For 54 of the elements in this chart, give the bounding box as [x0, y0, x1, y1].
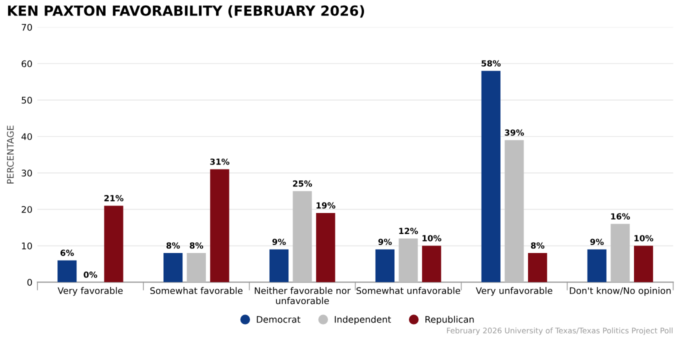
bar [398, 238, 418, 282]
bar [634, 246, 654, 282]
y-tick-label: 30 [22, 170, 32, 176]
y-tick-label: 10 [22, 242, 32, 250]
bar [104, 206, 124, 282]
bar [316, 212, 336, 282]
data-label: 9% [272, 238, 286, 246]
data-label: 31% [210, 158, 230, 165]
bar [210, 169, 230, 282]
bar [481, 70, 500, 282]
data-label: 10% [634, 235, 654, 242]
data-label: 8% [531, 242, 544, 249]
bar [610, 224, 630, 282]
bar [58, 260, 77, 282]
y-tick-label: 20 [22, 206, 32, 213]
x-tick-label: Somewhat unfavorable [356, 287, 460, 294]
x-tick-label: Don't know/No opinion [570, 287, 671, 296]
bar [186, 253, 206, 282]
data-label: 8% [166, 242, 180, 249]
bar [528, 253, 548, 282]
bar [504, 140, 524, 282]
bar [375, 249, 395, 282]
bar [292, 191, 312, 282]
data-label: 10% [422, 235, 442, 242]
data-label: 58% [482, 60, 501, 67]
data-label: 12% [399, 228, 418, 234]
data-label: 16% [611, 213, 630, 220]
bar [269, 249, 289, 282]
y-tick-label: 70 [22, 24, 32, 31]
x-tick-label: Neither favorable nor unfavorable [254, 287, 351, 304]
x-tick-label: Somewhat favorable [150, 287, 242, 294]
data-label: 9% [590, 238, 604, 246]
x-tick-label: Very favorable [58, 287, 123, 296]
data-label: 0% [84, 272, 98, 278]
bar [587, 249, 606, 282]
data-label: 6% [60, 250, 74, 256]
x-tick-label: Very unfavorable [476, 287, 552, 296]
legend-label: Independent [334, 316, 391, 325]
y-axis-title: PERCENTAGE [6, 126, 14, 184]
bar [164, 253, 183, 282]
y-tick-label: 0 [27, 278, 32, 286]
legend-label: Republican [425, 316, 474, 325]
data-label: 19% [316, 202, 336, 209]
data-label: 9% [378, 238, 392, 246]
data-label: 39% [504, 129, 524, 136]
y-tick-label: 60 [22, 60, 32, 68]
legend-label: Democrat [256, 316, 300, 323]
data-label: 21% [104, 195, 124, 202]
bar [422, 246, 442, 282]
chart-title: KEN PAXTON FAVORABILITY (FEBRUARY 2026) [8, 5, 364, 18]
y-tick-label: 40 [21, 133, 32, 140]
y-tick-label: 50 [22, 96, 32, 104]
data-label: 8% [190, 242, 204, 249]
data-label: 25% [293, 180, 312, 187]
